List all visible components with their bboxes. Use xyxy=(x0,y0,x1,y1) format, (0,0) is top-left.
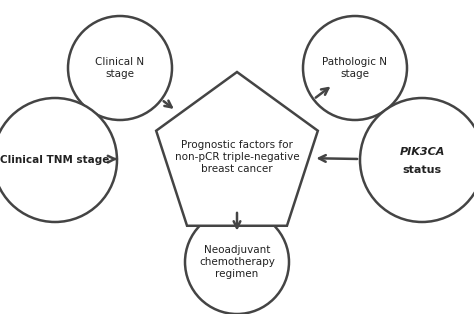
Ellipse shape xyxy=(0,98,117,222)
Ellipse shape xyxy=(68,16,172,120)
Ellipse shape xyxy=(185,210,289,314)
Text: Neoadjuvant
chemotherapy
regimen: Neoadjuvant chemotherapy regimen xyxy=(199,246,275,279)
Ellipse shape xyxy=(303,16,407,120)
Text: Prognostic factors for
non-pCR triple-negative
breast cancer: Prognostic factors for non-pCR triple-ne… xyxy=(175,140,299,174)
Text: Clinical N
stage: Clinical N stage xyxy=(95,57,145,79)
Text: PIK3CA: PIK3CA xyxy=(399,147,445,157)
Text: Clinical TNM stage: Clinical TNM stage xyxy=(0,155,109,165)
Ellipse shape xyxy=(360,98,474,222)
Text: status: status xyxy=(402,165,442,175)
Text: Pathologic N
stage: Pathologic N stage xyxy=(322,57,388,79)
Polygon shape xyxy=(156,72,318,226)
